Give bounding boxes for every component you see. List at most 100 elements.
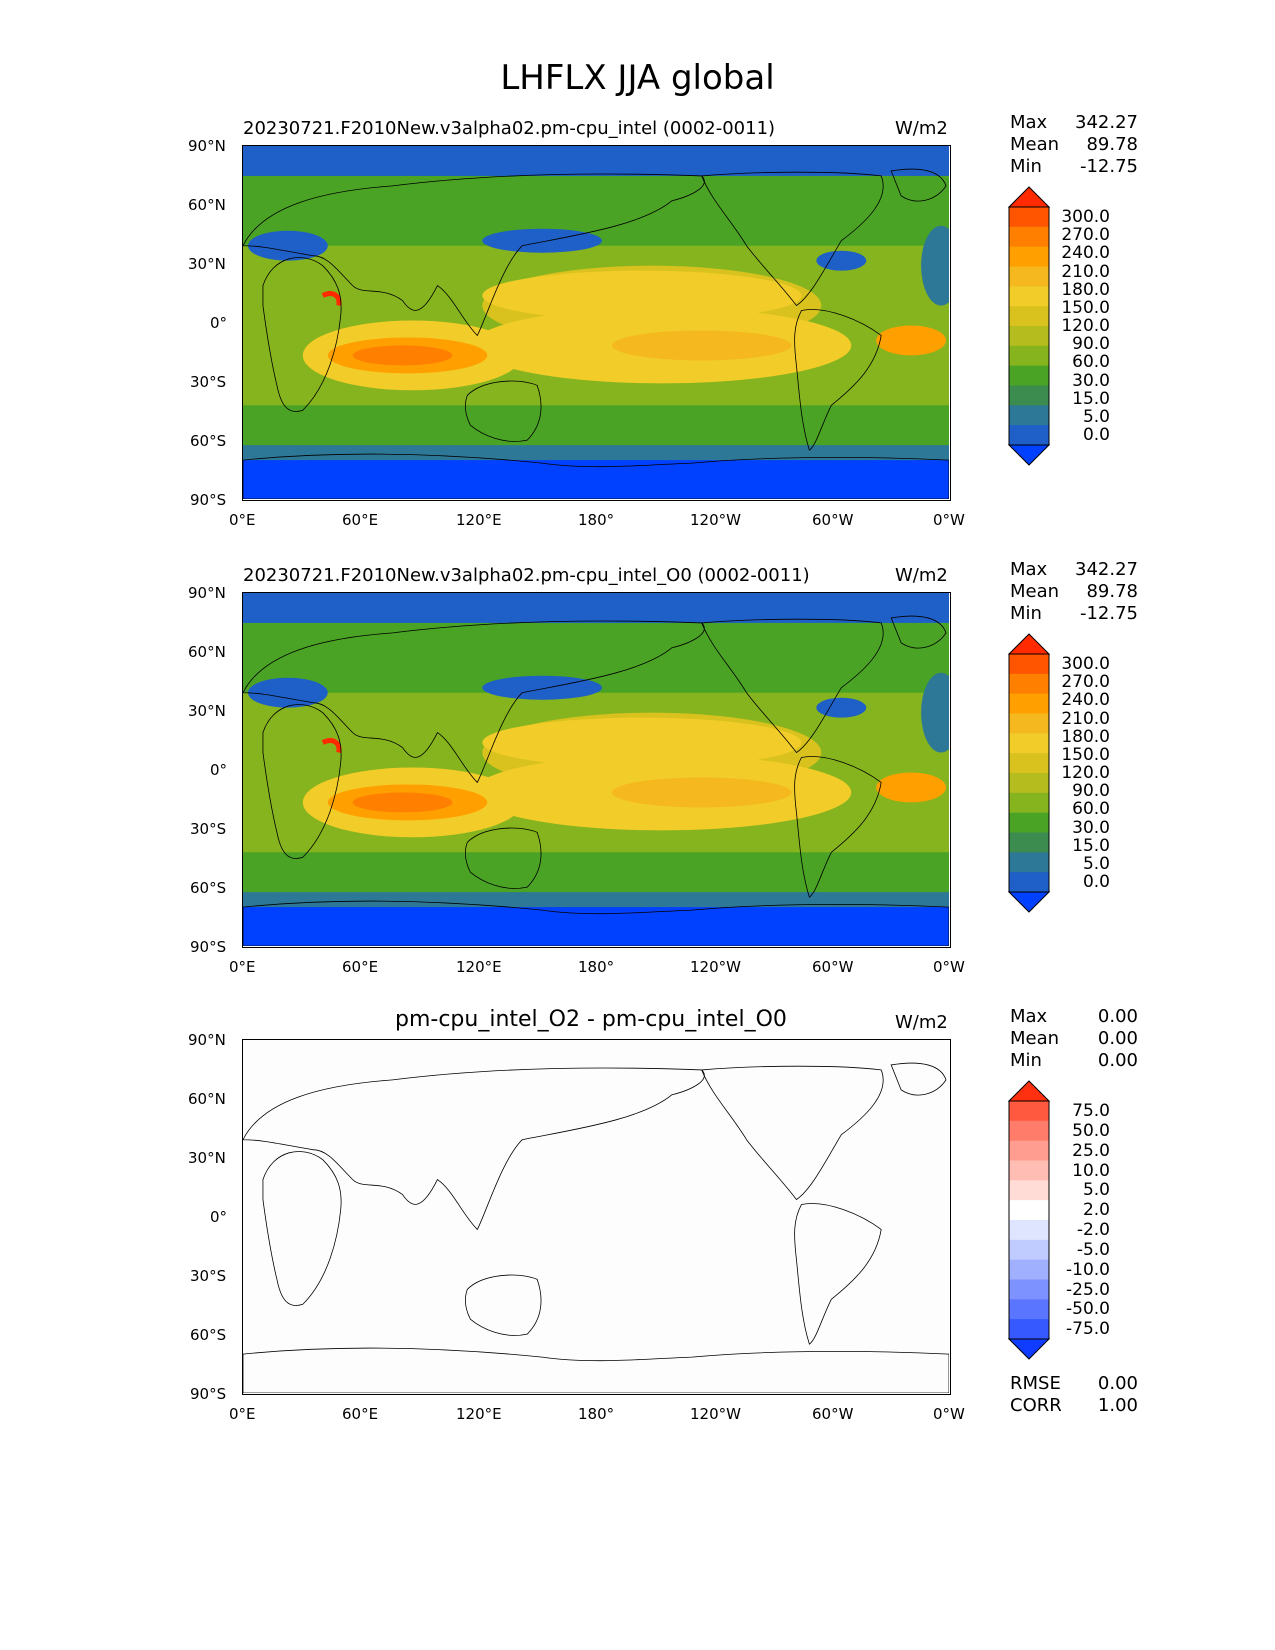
colorbar-segment <box>1009 1160 1049 1181</box>
rmse-label: RMSE <box>1010 1373 1061 1394</box>
panel2-units: W/m2 <box>895 565 948 586</box>
colorbar-segment <box>1009 326 1049 347</box>
min-label: Min <box>1010 603 1042 624</box>
colorbar-tick-label: -25.0 <box>1066 1279 1110 1300</box>
mean-label: Mean <box>1010 581 1060 602</box>
colorbar-segment <box>1009 1140 1049 1161</box>
lon-tick: 0°W <box>933 511 965 529</box>
colorbar-tick-label: -10.0 <box>1066 1259 1110 1280</box>
lon-tick: 120°E <box>456 958 502 976</box>
colorbar-tick-label: 180.0 <box>1061 279 1110 300</box>
colorbar-tick-label: 30.0 <box>1072 370 1110 391</box>
lat-tick: 90°N <box>188 584 226 602</box>
colorbar-tick-label: 90.0 <box>1072 334 1110 355</box>
colorbar-segment <box>1009 345 1049 367</box>
colorbar-tick-label: 15.0 <box>1072 388 1110 409</box>
colorbar-segment <box>1009 733 1049 754</box>
colorbar-tick-label: 30.0 <box>1072 817 1110 838</box>
panel1-map <box>242 145 951 501</box>
colorbar-tick-label: 120.0 <box>1061 316 1110 337</box>
colorbar-segment <box>1009 1101 1049 1122</box>
colorbar-tick-label: 60.0 <box>1072 799 1110 820</box>
corr-value: 1.00 <box>1097 1395 1138 1416</box>
lon-tick: 120°E <box>456 1405 502 1423</box>
lat-tick: 90°N <box>188 137 226 155</box>
colorbar-outline <box>1008 206 1050 446</box>
colorbar-segment <box>1009 286 1049 307</box>
colorbar-extend-max <box>1007 186 1051 208</box>
lat-tick: 60°N <box>188 196 226 214</box>
colorbar-segment <box>1009 654 1049 675</box>
lon-tick: 180° <box>578 958 615 976</box>
panel2-field <box>243 593 950 947</box>
panel3-units: W/m2 <box>895 1012 948 1033</box>
panel3-map <box>242 1039 951 1395</box>
lon-tick: 60°W <box>812 1405 854 1423</box>
colorbar-tick-label: 15.0 <box>1072 835 1110 856</box>
lat-tick: 30°S <box>190 1267 227 1285</box>
panel2-title: 20230721.F2010New.v3alpha02.pm-cpu_intel… <box>243 565 810 586</box>
colorbar-extend-min <box>1007 1338 1051 1360</box>
colorbar-segment <box>1009 713 1049 734</box>
mean-value: 0.00 <box>1097 1028 1138 1049</box>
colorbar-tick-label: 180.0 <box>1061 726 1110 747</box>
panel2-map <box>242 592 951 948</box>
lat-tick: 30°N <box>188 702 226 720</box>
colorbar-tick-label: 210.0 <box>1061 708 1110 729</box>
colorbar-segment <box>1009 1220 1049 1241</box>
colorbar-tick-label: 10.0 <box>1072 1160 1110 1181</box>
max-label: Max <box>1010 559 1048 580</box>
colorbar-tick-label: 210.0 <box>1061 261 1110 282</box>
panel1-units: W/m2 <box>895 118 948 139</box>
lon-tick: 120°E <box>456 511 502 529</box>
mean-label: Mean <box>1010 1028 1060 1049</box>
lat-tick: 0° <box>210 314 228 332</box>
panel3-metrics: RMSE 0.00 CORR 1.00 <box>1010 1373 1138 1417</box>
panel1-field <box>243 146 950 500</box>
colorbar-segment <box>1009 385 1049 406</box>
colorbar-segment <box>1009 306 1049 327</box>
colorbar-extend-max <box>1007 1080 1051 1102</box>
mean-value: 89.78 <box>1086 581 1138 602</box>
corr-label: CORR <box>1010 1395 1062 1416</box>
colorbar-segment <box>1009 246 1049 267</box>
max-label: Max <box>1010 1006 1048 1027</box>
max-value: 342.27 <box>1075 112 1138 133</box>
colorbar-segment <box>1009 405 1049 426</box>
colorbar-segment <box>1009 693 1049 714</box>
lat-tick: 0° <box>210 1208 228 1226</box>
lat-tick: 60°S <box>190 432 227 450</box>
colorbar-tick-label: 150.0 <box>1061 297 1110 318</box>
colorbar-segment <box>1009 266 1049 287</box>
mean-label: Mean <box>1010 134 1060 155</box>
min-label: Min <box>1010 1050 1042 1071</box>
lon-tick: 0°E <box>229 1405 256 1423</box>
colorbar-segment <box>1009 207 1049 228</box>
lat-tick: 60°N <box>188 643 226 661</box>
colorbar-tick-label: 270.0 <box>1061 225 1110 246</box>
lon-tick: 0°E <box>229 958 256 976</box>
lat-tick: 30°N <box>188 255 226 273</box>
colorbar-segment <box>1009 792 1049 814</box>
panel2-stats: Max 342.27 Mean 89.78 Min -12.75 <box>1010 559 1138 625</box>
colorbar-segment <box>1009 1319 1049 1340</box>
colorbar-tick-label: 240.0 <box>1061 243 1110 264</box>
colorbar-segment <box>1009 832 1049 853</box>
colorbar-tick-label: 270.0 <box>1061 672 1110 693</box>
lat-tick: 30°S <box>190 373 227 391</box>
colorbar-segment <box>1009 226 1049 248</box>
panel3-title: pm-cpu_intel_O2 - pm-cpu_intel_O0 <box>395 1007 787 1032</box>
colorbar-tick-label: 50.0 <box>1072 1120 1110 1141</box>
colorbar-tick-label: 0.0 <box>1082 425 1110 446</box>
colorbar-segment <box>1009 365 1049 386</box>
lat-tick: 60°S <box>190 1326 227 1344</box>
min-value: -12.75 <box>1079 156 1138 177</box>
colorbar-segment <box>1009 1279 1049 1300</box>
lon-tick: 60°W <box>812 958 854 976</box>
panel1-colorbar <box>1007 186 1051 466</box>
colorbar-tick-label: 60.0 <box>1072 352 1110 373</box>
colorbar-extend-max <box>1007 633 1051 655</box>
max-label: Max <box>1010 112 1048 133</box>
lon-tick: 0°W <box>933 958 965 976</box>
colorbar-tick-label: 5.0 <box>1082 853 1110 874</box>
